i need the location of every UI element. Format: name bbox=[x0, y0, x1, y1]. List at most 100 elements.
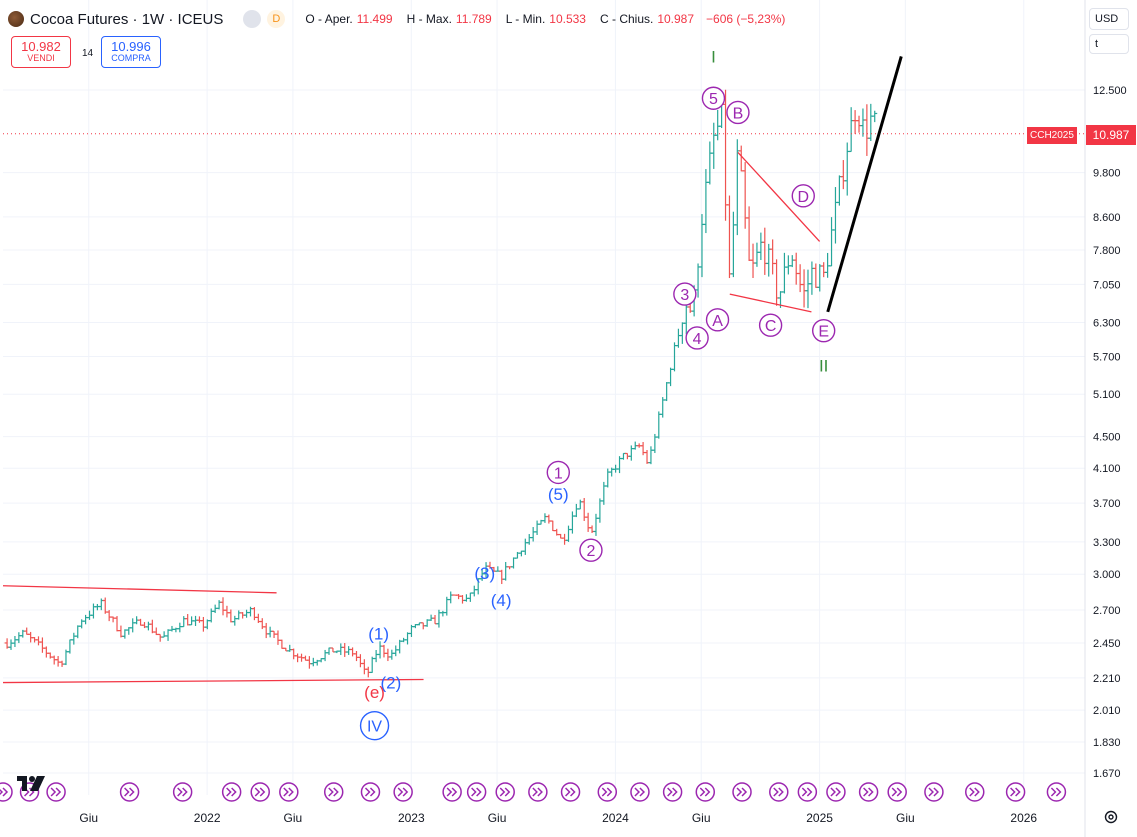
wave-label-text: (3) bbox=[474, 564, 495, 583]
price-bar bbox=[130, 618, 136, 633]
event-chevron bbox=[928, 787, 939, 797]
price-bar bbox=[361, 659, 367, 675]
price-bar bbox=[601, 481, 607, 505]
event-chevron bbox=[471, 787, 482, 797]
price-bar bbox=[389, 649, 395, 660]
wave-label: (5) bbox=[548, 485, 569, 504]
price-bar bbox=[181, 616, 187, 628]
price-bar bbox=[703, 169, 709, 234]
correction-lower-line bbox=[729, 293, 812, 313]
price-bar bbox=[679, 322, 685, 344]
wave-label-text: (1) bbox=[368, 624, 389, 643]
wave-label: (2) bbox=[380, 674, 401, 693]
wave-label-text: E bbox=[818, 324, 829, 341]
price-bar bbox=[793, 252, 799, 285]
wave-label: 2 bbox=[579, 538, 603, 562]
event-chevron bbox=[801, 787, 813, 797]
price-bar bbox=[534, 520, 540, 535]
time-tick-label: 2026 bbox=[1010, 811, 1037, 825]
time-tick-label: Giu bbox=[284, 811, 303, 825]
event-chevron bbox=[969, 787, 980, 797]
price-bar bbox=[47, 652, 53, 659]
time-tick-label: Giu bbox=[692, 811, 711, 825]
low-label: L - Min. bbox=[505, 12, 546, 26]
event-arrow-icon bbox=[221, 782, 242, 802]
price-bar bbox=[530, 527, 536, 542]
price-bar bbox=[118, 625, 124, 638]
events-row bbox=[0, 776, 1067, 802]
time-axis: Giu 2022 Giu 2023 Giu 2024 Giu 2025 Giu 2026 bbox=[79, 811, 1037, 825]
unit-select[interactable]: t bbox=[1089, 34, 1129, 54]
wave-label-circle bbox=[811, 318, 836, 343]
event-chevron bbox=[226, 787, 237, 797]
status-dot-icon bbox=[243, 10, 262, 28]
price-bar bbox=[785, 255, 791, 275]
price-bar bbox=[306, 656, 312, 669]
triangle-upper-line bbox=[2, 585, 277, 594]
price-bar bbox=[836, 175, 842, 206]
symbol-title[interactable]: Cocoa Futures · 1W · ICEUS bbox=[30, 10, 224, 28]
price-bar bbox=[24, 627, 30, 635]
event-chevron bbox=[863, 787, 874, 797]
sell-button[interactable]: 10.982 VENDI bbox=[11, 36, 71, 68]
time-tick-label: 2022 bbox=[194, 811, 221, 825]
price-bar bbox=[844, 142, 850, 196]
open-value: 11.499 bbox=[356, 12, 393, 26]
event-arrow-icon bbox=[560, 782, 581, 802]
time-tick-label: Giu bbox=[79, 811, 98, 825]
price-bar bbox=[864, 104, 870, 156]
event-arrow-icon bbox=[323, 782, 344, 802]
price-bar bbox=[385, 648, 391, 662]
price-tick-label: 5.700 bbox=[1093, 351, 1121, 363]
event-chevron bbox=[328, 787, 339, 797]
correction-upper-line bbox=[737, 151, 821, 242]
price-bar bbox=[746, 206, 752, 261]
price-bar bbox=[730, 211, 736, 278]
price-bar bbox=[577, 499, 583, 510]
price-bar bbox=[754, 242, 760, 267]
price-bar bbox=[43, 646, 49, 658]
price-bar bbox=[526, 534, 532, 545]
sell-label: VENDI bbox=[27, 53, 55, 64]
price-bar bbox=[640, 441, 646, 456]
price-bar bbox=[16, 632, 22, 644]
price-bar bbox=[216, 600, 222, 610]
delayed-badge: D bbox=[267, 10, 286, 28]
event-chevron bbox=[667, 787, 678, 797]
price-bar bbox=[295, 653, 301, 663]
price-tick-label: 3.300 bbox=[1093, 537, 1121, 549]
event-arrow-icon bbox=[119, 782, 140, 802]
currency-select[interactable]: USD bbox=[1089, 8, 1129, 30]
event-arrow-icon bbox=[797, 782, 818, 802]
wave-label-text: IV bbox=[367, 719, 382, 736]
price-tick-label: 4.500 bbox=[1093, 432, 1121, 444]
gear-icon[interactable] bbox=[1100, 806, 1122, 828]
wave-labels: (1) (2)(e) IV (3) (4) (5) 1 2 3 4 5 I A B C D E II bbox=[359, 47, 836, 741]
close-value: 10.987 bbox=[657, 12, 695, 26]
price-bar bbox=[715, 109, 721, 141]
price-bar bbox=[251, 607, 257, 621]
price-bar bbox=[350, 647, 356, 657]
price-bar bbox=[762, 227, 768, 275]
wave-label: (e) bbox=[364, 683, 385, 702]
event-chevron bbox=[364, 787, 376, 797]
wave-label-text: I bbox=[711, 47, 716, 66]
event-arrow-icon bbox=[466, 782, 487, 802]
price-bar bbox=[224, 605, 230, 618]
price-tick-label: 3.700 bbox=[1093, 498, 1121, 510]
price-tick-label: 9.800 bbox=[1093, 168, 1121, 180]
price-bar bbox=[196, 616, 202, 623]
price-bar bbox=[620, 452, 626, 460]
price-bar bbox=[503, 561, 509, 581]
buy-price: 10.996 bbox=[111, 39, 151, 55]
event-arrow-icon bbox=[393, 782, 413, 802]
grid bbox=[3, 0, 1086, 837]
buy-button[interactable]: 10.996 COMPRA bbox=[101, 36, 161, 68]
wave-label-text: 4 bbox=[693, 331, 702, 348]
price-bar bbox=[860, 108, 866, 137]
wave-label-text: (2) bbox=[380, 674, 401, 693]
buy-label: COMPRA bbox=[111, 53, 151, 64]
price-bar bbox=[145, 621, 151, 631]
price-bar bbox=[342, 643, 348, 657]
